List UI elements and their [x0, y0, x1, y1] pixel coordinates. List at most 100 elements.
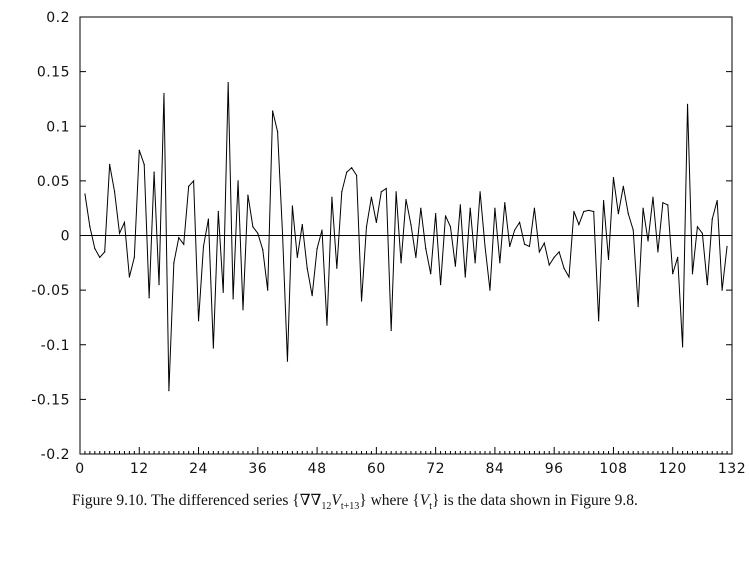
data-point: [405, 198, 407, 201]
data-point: [622, 185, 624, 187]
x-tick-label: 36: [248, 461, 267, 475]
data-point: [573, 210, 575, 213]
data-point: [420, 207, 422, 209]
y-tick-label: -0.05: [31, 283, 70, 299]
x-tick-label: 84: [485, 461, 504, 475]
data-point: [568, 276, 570, 278]
x-tick-label: 108: [599, 461, 627, 475]
figure-caption: Figure 9.10. The differenced series {∇∇1…: [72, 492, 638, 513]
data-point: [410, 223, 412, 226]
data-point: [716, 199, 718, 202]
data-point: [316, 248, 318, 250]
data-point: [509, 245, 511, 248]
caption-data-var: V: [419, 492, 430, 509]
data-point: [711, 218, 713, 220]
data-point: [291, 205, 293, 207]
x-tick-label: 48: [308, 461, 327, 475]
data-point: [301, 223, 303, 226]
data-point: [578, 223, 580, 226]
data-point: [143, 163, 145, 166]
data-point: [202, 245, 205, 248]
data-point: [701, 232, 703, 234]
data-point: [222, 291, 224, 293]
data-point: [672, 273, 674, 275]
data-point: [94, 248, 96, 250]
data-point: [696, 226, 699, 228]
data-point: [390, 329, 392, 332]
data-point: [197, 320, 200, 322]
data-point: [677, 256, 679, 258]
data-point: [286, 360, 289, 362]
caption-prefix: Figure 9.10. The differenced series: [72, 492, 289, 509]
data-point: [479, 191, 481, 193]
data-point: [133, 256, 135, 258]
data-point: [365, 226, 368, 228]
data-point: [523, 243, 526, 245]
data-point: [331, 196, 333, 198]
line-chart: -0.2 -0.15 -0.1 -0.05 0 0.05 0.1 0.15 0.2 0 12 24 3…: [31, 10, 745, 475]
data-point: [242, 309, 244, 311]
data-point: [336, 267, 338, 269]
data-point: [360, 300, 363, 302]
y-tick-label: 0.2: [46, 10, 70, 26]
data-point: [519, 221, 521, 223]
data-point: [276, 131, 279, 133]
data-point: [657, 251, 659, 253]
data-point: [173, 262, 175, 264]
data-point: [227, 81, 229, 84]
data-point: [257, 232, 259, 234]
data-point: [321, 229, 323, 231]
data-point: [652, 196, 654, 198]
data-point: [499, 262, 501, 264]
data-point: [533, 207, 536, 209]
data-point: [262, 249, 264, 251]
data-point: [385, 187, 387, 190]
data-point: [563, 267, 565, 269]
data-point: [430, 273, 432, 275]
data-point: [380, 191, 382, 193]
data-point: [504, 202, 506, 204]
data-point: [212, 347, 214, 349]
y-tick-label: -0.15: [31, 392, 70, 408]
data-point: [598, 320, 600, 322]
data-point: [449, 226, 452, 228]
data-point: [138, 149, 140, 151]
data-point: [425, 248, 427, 250]
y-tick-label: 0: [61, 229, 70, 245]
caption-nabla: ∇∇: [299, 492, 322, 509]
data-point: [193, 180, 195, 182]
data-point: [439, 284, 442, 286]
data-point: [252, 226, 254, 228]
series-line: [84, 82, 728, 391]
data-point: [281, 232, 284, 234]
data-point: [642, 207, 644, 209]
caption-series-var: V: [331, 492, 341, 509]
data-point: [686, 103, 689, 105]
y-tick-label: 0.1: [46, 119, 70, 135]
caption-nabla-sub: 12: [321, 501, 332, 513]
data-point: [474, 262, 476, 264]
data-point: [217, 210, 219, 213]
data-point: [682, 346, 684, 348]
data-point: [489, 289, 491, 291]
y-tick-label: -0.1: [41, 338, 70, 354]
y-axis: -0.2 -0.15 -0.1 -0.05 0 0.05 0.1 0.15 0.2: [31, 10, 732, 463]
data-point: [494, 207, 496, 209]
data-point: [538, 251, 540, 253]
y-tick-label: 0.15: [37, 65, 70, 81]
x-tick-label: 24: [189, 461, 208, 475]
data-point: [662, 202, 664, 204]
data-point: [395, 191, 397, 193]
data-point: [148, 297, 150, 299]
data-point: [346, 171, 348, 173]
data-point: [484, 245, 486, 248]
y-tick-label: 0.05: [37, 174, 70, 190]
x-tick-label: 0: [75, 461, 84, 475]
data-point: [178, 237, 180, 239]
data-point: [311, 294, 313, 297]
data-point: [188, 185, 190, 187]
data-point: [153, 171, 155, 173]
data-point: [617, 213, 619, 215]
data-point: [691, 273, 694, 275]
data-point: [454, 265, 456, 267]
